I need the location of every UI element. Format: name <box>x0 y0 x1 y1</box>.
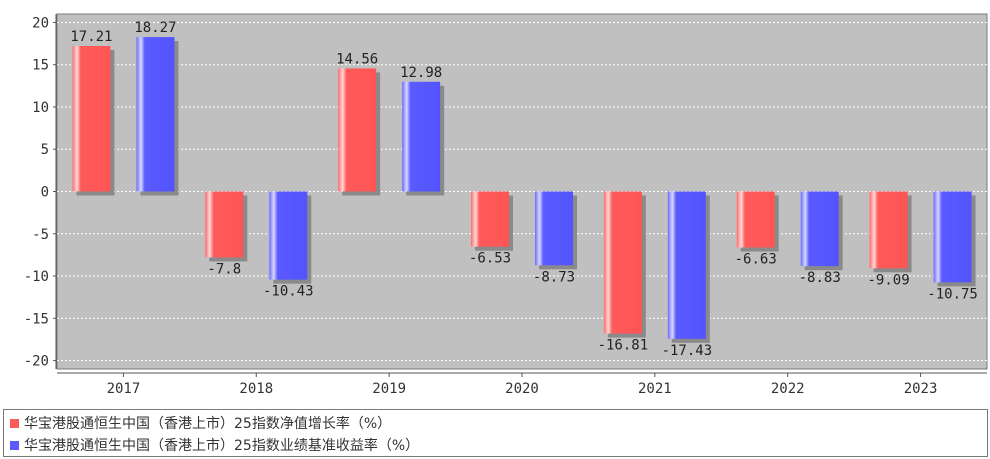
data-label: -7.8 <box>207 261 241 277</box>
bar-benchmark-return <box>933 191 972 283</box>
legend-item-benchmark-return: 华宝港股通恒生中国（香港上市）25指数业绩基准收益率（%） <box>10 435 419 455</box>
bar-benchmark-return <box>535 191 573 266</box>
bar-nav-growth <box>603 191 642 334</box>
legend-swatch-blue <box>10 440 19 450</box>
bar-nav-growth <box>869 191 908 269</box>
y-tick-label: 0 <box>41 185 49 201</box>
bar-benchmark-return <box>800 191 839 267</box>
y-tick-label: -5 <box>32 227 49 243</box>
legend-item-nav-growth: 华宝港股通恒生中国（香港上市）25指数净值增长率（%） <box>10 413 391 433</box>
bar-nav-growth <box>72 46 111 192</box>
y-tick-label: -20 <box>24 354 49 370</box>
legend-label: 华宝港股通恒生中国（香港上市）25指数业绩基准收益率（%） <box>24 438 420 454</box>
y-tick-label: -15 <box>24 311 49 327</box>
y-tick-label: 5 <box>41 142 49 158</box>
legend: 华宝港股通恒生中国（香港上市）25指数净值增长率（%） 华宝港股通恒生中国（香港… <box>3 409 988 457</box>
bar-benchmark-return <box>269 191 308 280</box>
x-tick-label: 2020 <box>505 381 539 397</box>
bar-benchmark-return <box>402 81 441 192</box>
data-label: -8.73 <box>533 269 575 285</box>
data-label: -6.53 <box>469 251 511 267</box>
legend-swatch-red <box>10 418 19 428</box>
data-label: -6.63 <box>735 252 777 268</box>
y-tick-label: 10 <box>32 100 49 116</box>
bar-nav-growth <box>471 191 509 247</box>
bar-nav-growth <box>338 68 377 192</box>
y-tick-label: 15 <box>32 58 49 74</box>
legend-label: 华宝港股通恒生中国（香港上市）25指数净值增长率（%） <box>24 416 392 432</box>
x-tick-label: 2017 <box>107 381 141 397</box>
data-label: 18.27 <box>134 20 176 36</box>
bar-benchmark-return <box>136 37 175 192</box>
x-tick-label: 2019 <box>372 381 406 397</box>
bar-nav-growth <box>205 191 244 258</box>
bar-chart: 20 15 10 5 0 -5 -10 -15 -20 2017 17.21 18.27 2018 -7.… <box>24 13 988 397</box>
data-label: -9.09 <box>867 272 909 288</box>
bar-nav-growth <box>736 191 775 248</box>
data-label: -8.83 <box>799 270 841 286</box>
data-label: 12.98 <box>400 65 442 81</box>
data-label: -17.43 <box>662 343 713 359</box>
bar-benchmark-return <box>667 191 706 339</box>
data-label: 17.21 <box>70 29 112 45</box>
x-tick-label: 2022 <box>771 381 805 397</box>
x-tick-label: 2023 <box>904 381 938 397</box>
y-tick-label: -10 <box>24 269 49 285</box>
data-label: -16.81 <box>598 338 649 354</box>
data-label: -10.43 <box>263 284 314 300</box>
data-label: -10.75 <box>927 286 978 302</box>
y-tick-label: 20 <box>32 15 49 31</box>
data-label: 14.56 <box>336 51 378 67</box>
x-tick-label: 2021 <box>638 381 672 397</box>
x-tick-label: 2018 <box>239 381 273 397</box>
